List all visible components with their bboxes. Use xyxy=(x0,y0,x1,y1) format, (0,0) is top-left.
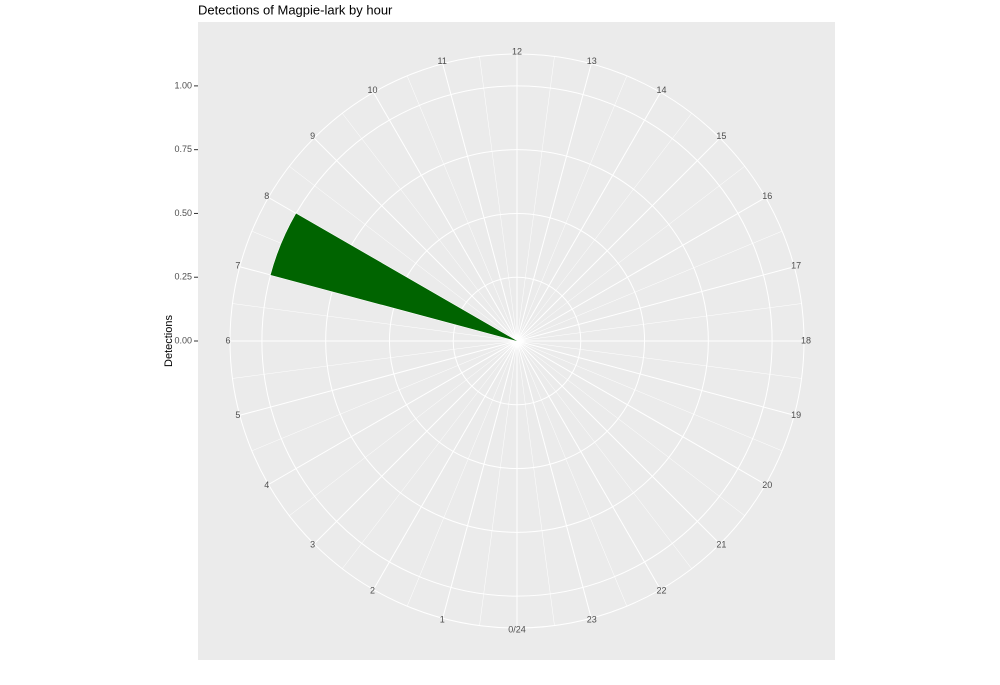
x-tick-label: 11 xyxy=(438,56,447,66)
minor-grid-line xyxy=(516,340,692,569)
grid-line xyxy=(516,340,766,485)
minor-grid-line xyxy=(516,113,692,342)
y-tick-label: 0.25 xyxy=(174,272,192,282)
grid-line xyxy=(239,340,518,416)
minor-grid-line xyxy=(342,113,518,342)
minor-grid-line xyxy=(406,75,518,342)
x-tick-label: 9 xyxy=(310,131,315,141)
grid-line xyxy=(373,340,518,590)
x-tick-label: 21 xyxy=(716,540,726,550)
x-tick-label: 23 xyxy=(587,615,597,625)
x-tick-label: 3 xyxy=(310,540,315,550)
x-tick-label: 1 xyxy=(440,615,445,625)
x-tick-label: 17 xyxy=(791,261,801,271)
minor-grid-line xyxy=(232,340,518,379)
minor-grid-line xyxy=(289,340,518,516)
x-tick-label: 15 xyxy=(716,131,726,141)
minor-grid-line xyxy=(516,340,555,626)
grid-line xyxy=(373,92,518,342)
grid-line xyxy=(516,137,721,342)
y-axis-title: Detections xyxy=(163,315,175,367)
grid-line xyxy=(313,340,518,545)
minor-grid-line xyxy=(516,75,628,342)
minor-grid-line xyxy=(516,230,783,342)
minor-grid-line xyxy=(232,303,518,342)
x-tick-label: 8 xyxy=(264,191,269,201)
x-tick-label: 4 xyxy=(264,480,269,490)
grid-line xyxy=(313,137,518,342)
minor-grid-line xyxy=(516,303,802,342)
x-tick-label: 7 xyxy=(235,261,240,271)
minor-grid-line xyxy=(516,340,802,379)
minor-grid-line xyxy=(516,340,783,452)
minor-grid-line xyxy=(516,56,555,342)
grid-line xyxy=(516,197,766,342)
minor-grid-line xyxy=(479,340,518,626)
grid-line xyxy=(442,63,518,342)
grid-line xyxy=(516,340,661,590)
grid-line xyxy=(516,92,661,342)
bar xyxy=(270,213,517,341)
grid-line xyxy=(268,340,518,485)
x-tick-label: 0/24 xyxy=(508,624,526,634)
y-tick-label: 0.00 xyxy=(174,335,192,345)
grid-line xyxy=(516,340,721,545)
minor-grid-line xyxy=(406,340,518,607)
minor-grid-line xyxy=(289,166,518,342)
y-tick-label: 0.50 xyxy=(174,208,192,218)
x-tick-label: 13 xyxy=(587,56,597,66)
x-tick-label: 14 xyxy=(656,85,666,95)
x-tick-label: 16 xyxy=(762,191,772,201)
x-tick-label: 2 xyxy=(370,586,375,596)
x-tick-label: 6 xyxy=(225,335,230,345)
x-tick-label: 10 xyxy=(367,85,377,95)
x-tick-label: 19 xyxy=(791,410,801,420)
grid-line xyxy=(442,340,518,619)
grid-line xyxy=(516,266,795,342)
grid-line xyxy=(516,340,592,619)
x-tick-label: 12 xyxy=(512,46,522,56)
minor-grid-line xyxy=(342,340,518,569)
grid-line xyxy=(516,340,795,416)
x-tick-label: 18 xyxy=(801,335,811,345)
x-tick-label: 22 xyxy=(656,586,666,596)
y-tick-label: 1.00 xyxy=(174,80,192,90)
x-tick-label: 5 xyxy=(235,410,240,420)
x-tick-label: 20 xyxy=(762,480,772,490)
minor-grid-line xyxy=(516,340,628,607)
y-tick-label: 0.75 xyxy=(174,144,192,154)
minor-grid-line xyxy=(516,166,745,342)
grid-line xyxy=(516,63,592,342)
chart-title: Detections of Magpie-lark by hour xyxy=(198,2,393,17)
minor-grid-line xyxy=(516,340,745,516)
minor-grid-line xyxy=(251,340,518,452)
minor-grid-line xyxy=(479,56,518,342)
